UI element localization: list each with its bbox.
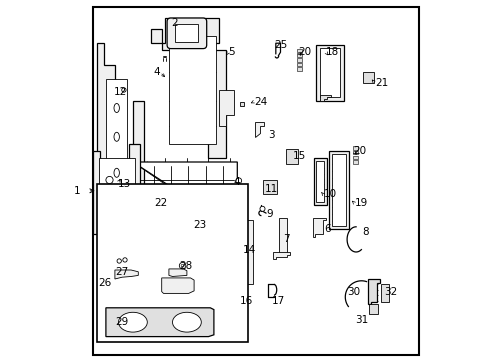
- Text: 17: 17: [272, 296, 285, 306]
- Polygon shape: [320, 48, 339, 97]
- Polygon shape: [175, 24, 198, 42]
- Text: 13: 13: [118, 179, 131, 189]
- Polygon shape: [352, 146, 357, 150]
- Text: 20: 20: [298, 47, 311, 57]
- Polygon shape: [352, 156, 357, 159]
- Text: 10: 10: [323, 189, 336, 199]
- Text: 28: 28: [179, 261, 192, 271]
- Text: 26: 26: [99, 278, 112, 288]
- Text: 32: 32: [384, 287, 397, 297]
- Text: 4: 4: [153, 67, 160, 77]
- Polygon shape: [285, 149, 297, 164]
- Polygon shape: [352, 160, 357, 164]
- Polygon shape: [239, 102, 244, 106]
- Polygon shape: [219, 90, 233, 126]
- Polygon shape: [316, 45, 343, 101]
- Polygon shape: [97, 43, 143, 234]
- Polygon shape: [129, 162, 237, 227]
- Circle shape: [122, 258, 127, 262]
- Circle shape: [106, 176, 113, 184]
- Circle shape: [117, 259, 121, 263]
- Text: 29: 29: [115, 317, 128, 327]
- Bar: [97, 184, 247, 342]
- Polygon shape: [99, 158, 134, 223]
- Text: 19: 19: [354, 198, 367, 208]
- Text: 23: 23: [193, 220, 206, 230]
- FancyBboxPatch shape: [167, 18, 206, 49]
- Polygon shape: [263, 180, 276, 194]
- Text: 15: 15: [292, 150, 305, 161]
- Polygon shape: [296, 58, 302, 62]
- Text: 21: 21: [374, 78, 387, 88]
- Polygon shape: [93, 144, 140, 238]
- Polygon shape: [363, 72, 373, 83]
- Circle shape: [181, 264, 183, 267]
- Polygon shape: [313, 158, 326, 205]
- Polygon shape: [168, 36, 215, 144]
- Polygon shape: [236, 284, 244, 297]
- Text: 1: 1: [73, 186, 80, 196]
- Text: 6: 6: [324, 224, 330, 234]
- Polygon shape: [125, 216, 237, 227]
- Polygon shape: [367, 279, 379, 304]
- Text: 5: 5: [228, 47, 234, 57]
- Polygon shape: [381, 284, 387, 302]
- Polygon shape: [368, 304, 378, 314]
- Polygon shape: [162, 278, 194, 293]
- Text: 11: 11: [264, 184, 278, 194]
- Polygon shape: [296, 67, 302, 71]
- Ellipse shape: [114, 132, 119, 141]
- Polygon shape: [331, 154, 346, 226]
- Polygon shape: [115, 270, 138, 279]
- Circle shape: [260, 206, 264, 211]
- Polygon shape: [168, 269, 186, 276]
- Polygon shape: [273, 252, 289, 259]
- Polygon shape: [106, 308, 213, 337]
- Text: 18: 18: [325, 47, 338, 57]
- Polygon shape: [316, 161, 324, 202]
- Text: 16: 16: [240, 296, 253, 306]
- Text: 3: 3: [267, 130, 274, 140]
- Text: 30: 30: [346, 287, 359, 297]
- Polygon shape: [142, 193, 162, 207]
- Polygon shape: [278, 218, 286, 254]
- Circle shape: [235, 178, 241, 184]
- Text: 24: 24: [254, 96, 267, 107]
- Polygon shape: [151, 18, 226, 158]
- Polygon shape: [296, 63, 302, 66]
- Polygon shape: [328, 151, 348, 229]
- Text: 8: 8: [362, 227, 368, 237]
- Polygon shape: [254, 122, 264, 137]
- Polygon shape: [296, 53, 302, 57]
- Text: 4: 4: [233, 177, 239, 187]
- Polygon shape: [352, 151, 357, 154]
- Text: 9: 9: [266, 209, 272, 219]
- Ellipse shape: [172, 312, 201, 332]
- Polygon shape: [160, 214, 185, 230]
- Circle shape: [179, 262, 185, 269]
- Polygon shape: [242, 220, 253, 284]
- Ellipse shape: [114, 168, 119, 177]
- Text: 22: 22: [154, 198, 167, 208]
- Ellipse shape: [114, 104, 119, 112]
- Polygon shape: [296, 49, 302, 52]
- Polygon shape: [106, 79, 127, 209]
- Ellipse shape: [118, 312, 147, 332]
- Polygon shape: [312, 218, 325, 237]
- Text: 14: 14: [242, 245, 255, 255]
- Text: 12: 12: [114, 87, 127, 97]
- Text: 25: 25: [273, 40, 286, 50]
- Text: 20: 20: [352, 146, 366, 156]
- Text: 7: 7: [283, 234, 289, 244]
- Polygon shape: [320, 95, 330, 101]
- Text: 27: 27: [115, 267, 128, 277]
- Text: 2: 2: [171, 18, 178, 28]
- Circle shape: [122, 88, 126, 92]
- Text: 31: 31: [355, 315, 368, 325]
